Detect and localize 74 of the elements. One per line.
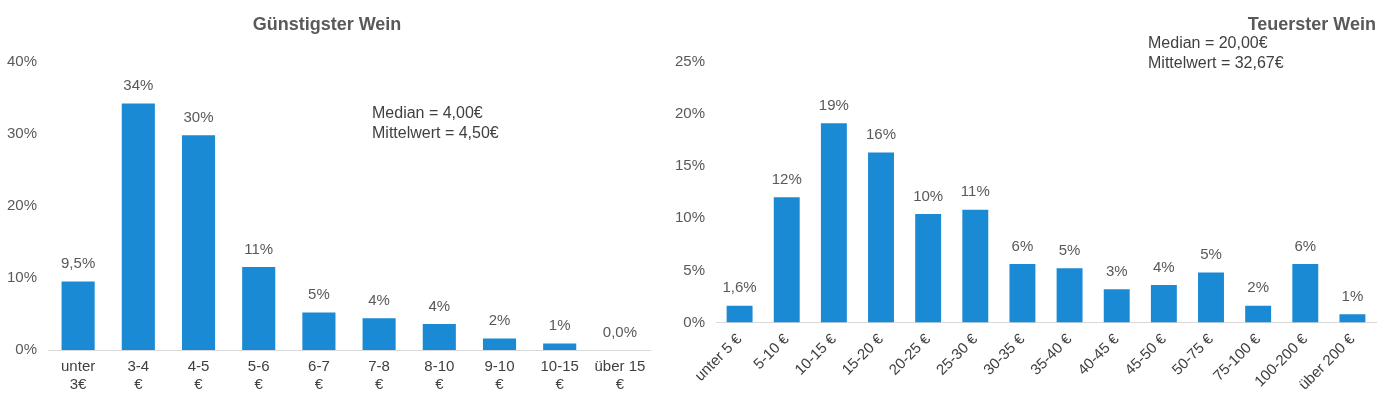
- data-label: 11%: [244, 239, 274, 257]
- bar: [482, 338, 517, 350]
- x-tick-label: 9-10 €: [484, 357, 515, 393]
- text: Median = 20,00€: [1148, 33, 1269, 53]
- y-tick-label: 20%: [674, 103, 706, 121]
- data-label: 5%: [1058, 240, 1081, 258]
- annotation: Median = 4,00€: [372, 103, 484, 123]
- x-tick-label: 5-6 €: [247, 357, 270, 393]
- bar: [1339, 314, 1366, 323]
- data-label: 0,0%: [602, 322, 637, 340]
- y-tick-label: 40%: [6, 51, 38, 69]
- data-label: 2%: [1247, 278, 1269, 296]
- data-label: 4%: [428, 296, 451, 314]
- x-tick-label: 8-10 €: [424, 357, 455, 393]
- bar: [915, 214, 942, 323]
- bar: [1009, 264, 1036, 323]
- data-label: 4%: [368, 290, 390, 308]
- x-tick-label: 10-15 €: [540, 357, 579, 393]
- bar: [1292, 264, 1319, 323]
- bar: [422, 324, 456, 350]
- bar: [1198, 272, 1224, 323]
- y-tick-label: 10%: [6, 268, 38, 286]
- x-tick-label: 3-4 €: [127, 357, 150, 393]
- x-tick-label: 4-5 €: [187, 357, 210, 393]
- data-label: 5%: [1200, 245, 1222, 263]
- data-label: 2%: [488, 311, 511, 329]
- data-label: 5%: [308, 285, 330, 303]
- data-label: 4%: [1153, 257, 1175, 275]
- data-label: 12%: [771, 169, 802, 187]
- bar: [820, 123, 847, 323]
- data-label: 6%: [1294, 236, 1317, 254]
- bar: [181, 135, 216, 350]
- bar: [543, 343, 577, 350]
- bar: [1103, 289, 1130, 323]
- bar: [726, 305, 753, 323]
- x-tick-label: 6-7 €: [308, 357, 330, 393]
- y-tick-label: 10%: [674, 208, 706, 226]
- chart-title: Günstigster Wein: [252, 13, 402, 34]
- annotation: Mittelwert = 4,50€: [372, 123, 499, 143]
- x-tick-label: unter 3€: [61, 357, 96, 393]
- y-tick-label: 15%: [674, 156, 706, 174]
- data-label: 10%: [913, 186, 944, 204]
- data-label: 1%: [1341, 286, 1364, 304]
- data-label: 1,6%: [722, 278, 757, 296]
- data-label: 30%: [183, 107, 214, 125]
- x-tick-label: 7-8 €: [368, 357, 390, 393]
- bar: [962, 209, 989, 323]
- chart-title: Teuerster Wein: [1247, 13, 1376, 34]
- bar: [1245, 305, 1272, 323]
- annotation: Mittelwert = 32,67€: [1148, 53, 1284, 73]
- bar: [773, 197, 800, 323]
- data-label: 11%: [960, 182, 990, 200]
- data-label: 3%: [1105, 261, 1128, 279]
- data-label: 6%: [1011, 236, 1034, 254]
- y-tick-label: 5%: [683, 260, 706, 278]
- y-tick-label: 0%: [15, 340, 38, 358]
- bar: [242, 267, 276, 350]
- data-label: 16%: [866, 125, 897, 143]
- bar: [362, 318, 396, 350]
- data-label: 1%: [548, 316, 571, 334]
- y-tick-label: 20%: [6, 195, 38, 213]
- bar: [61, 281, 95, 350]
- y-tick-label: 30%: [6, 123, 38, 141]
- data-label: 19%: [818, 95, 849, 113]
- y-tick-label: 25%: [674, 51, 706, 69]
- data-label: 34%: [123, 76, 154, 94]
- bar: [302, 312, 336, 350]
- x-tick-label: über 15 €: [594, 357, 646, 393]
- data-label: 9,5%: [61, 254, 96, 272]
- y-tick-label: 0%: [683, 312, 706, 330]
- bar: [121, 103, 155, 350]
- bar: [868, 152, 894, 323]
- bar: [1150, 284, 1177, 323]
- bar: [1056, 268, 1083, 323]
